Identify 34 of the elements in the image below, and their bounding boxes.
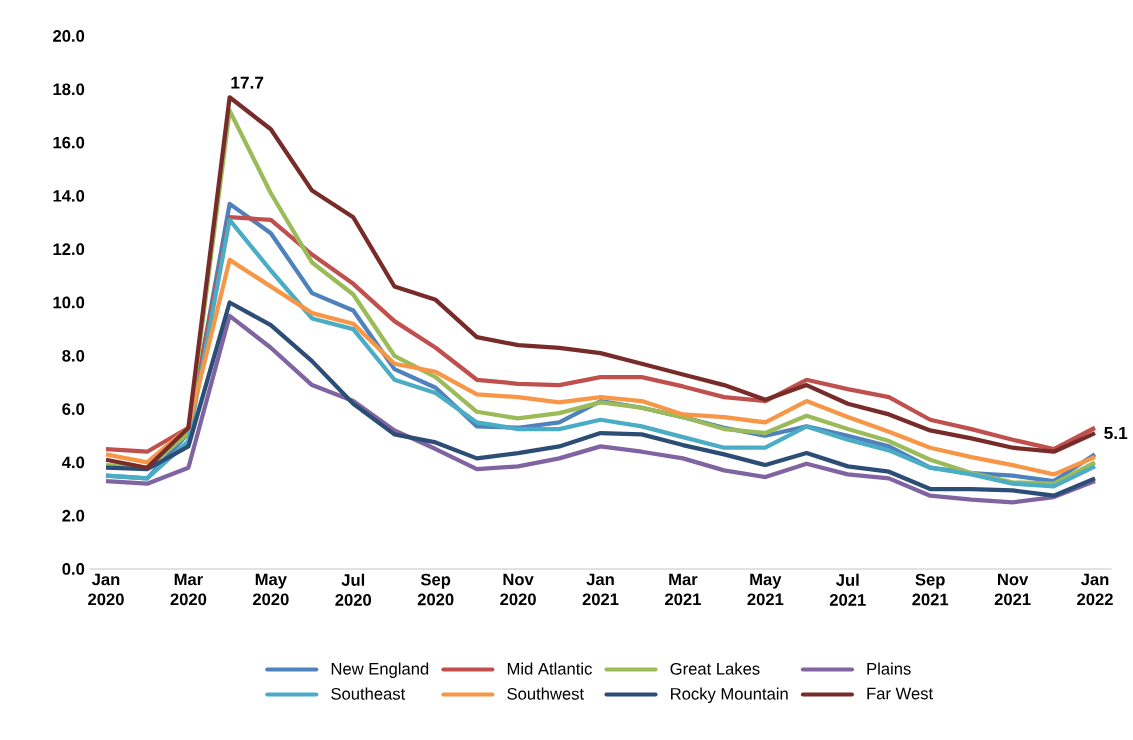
legend-label: Plains — [867, 662, 911, 675]
x-tick-label: Nov 2021 — [994, 573, 1031, 606]
y-tick-label: 6.0 — [62, 403, 85, 415]
y-tick-label: 18.0 — [53, 83, 85, 96]
legend-label: New England — [331, 662, 429, 678]
y-tick-label: 16.0 — [53, 136, 85, 149]
y-tick-label: 4.0 — [61, 456, 85, 469]
x-tick-label: Jan 2021 — [582, 573, 619, 606]
x-tick-label: May 2020 — [252, 573, 289, 606]
x-tick-label: Jan 2022 — [1077, 573, 1113, 606]
y-tick-label: 20.0 — [53, 30, 85, 42]
x-tick-label: Sep 2020 — [417, 573, 454, 606]
legend-label: Southeast — [331, 687, 406, 700]
legend-label: Southwest — [507, 687, 584, 700]
x-tick-label: Jan 2020 — [88, 573, 124, 606]
annotation: 5.1 — [1104, 427, 1128, 440]
y-tick-label: 14.0 — [53, 190, 85, 202]
annotation: 17.7 — [231, 76, 264, 89]
x-tick-label: Sep 2021 — [912, 573, 949, 606]
y-tick-label: 8.0 — [62, 349, 85, 362]
x-tick-label: Mar 2020 — [170, 573, 207, 606]
legend-label: Far West — [867, 687, 934, 700]
y-tick-label: 0.0 — [62, 563, 85, 575]
legend-label: Great Lakes — [670, 662, 760, 675]
y-tick-label: 10.0 — [53, 296, 85, 309]
legend-label: Mid Atlantic — [507, 662, 592, 675]
x-tick-label: Jul 2021 — [829, 573, 866, 606]
x-tick-label: Mar 2021 — [665, 573, 701, 606]
y-tick-label: 2.0 — [62, 509, 85, 522]
x-tick-label: Jul 2020 — [335, 573, 372, 606]
legend-label: Rocky Mountain — [671, 687, 788, 703]
x-tick-label: May 2021 — [747, 573, 784, 606]
y-tick-label: 12.0 — [53, 243, 85, 256]
x-tick-label: Nov 2020 — [500, 573, 536, 606]
